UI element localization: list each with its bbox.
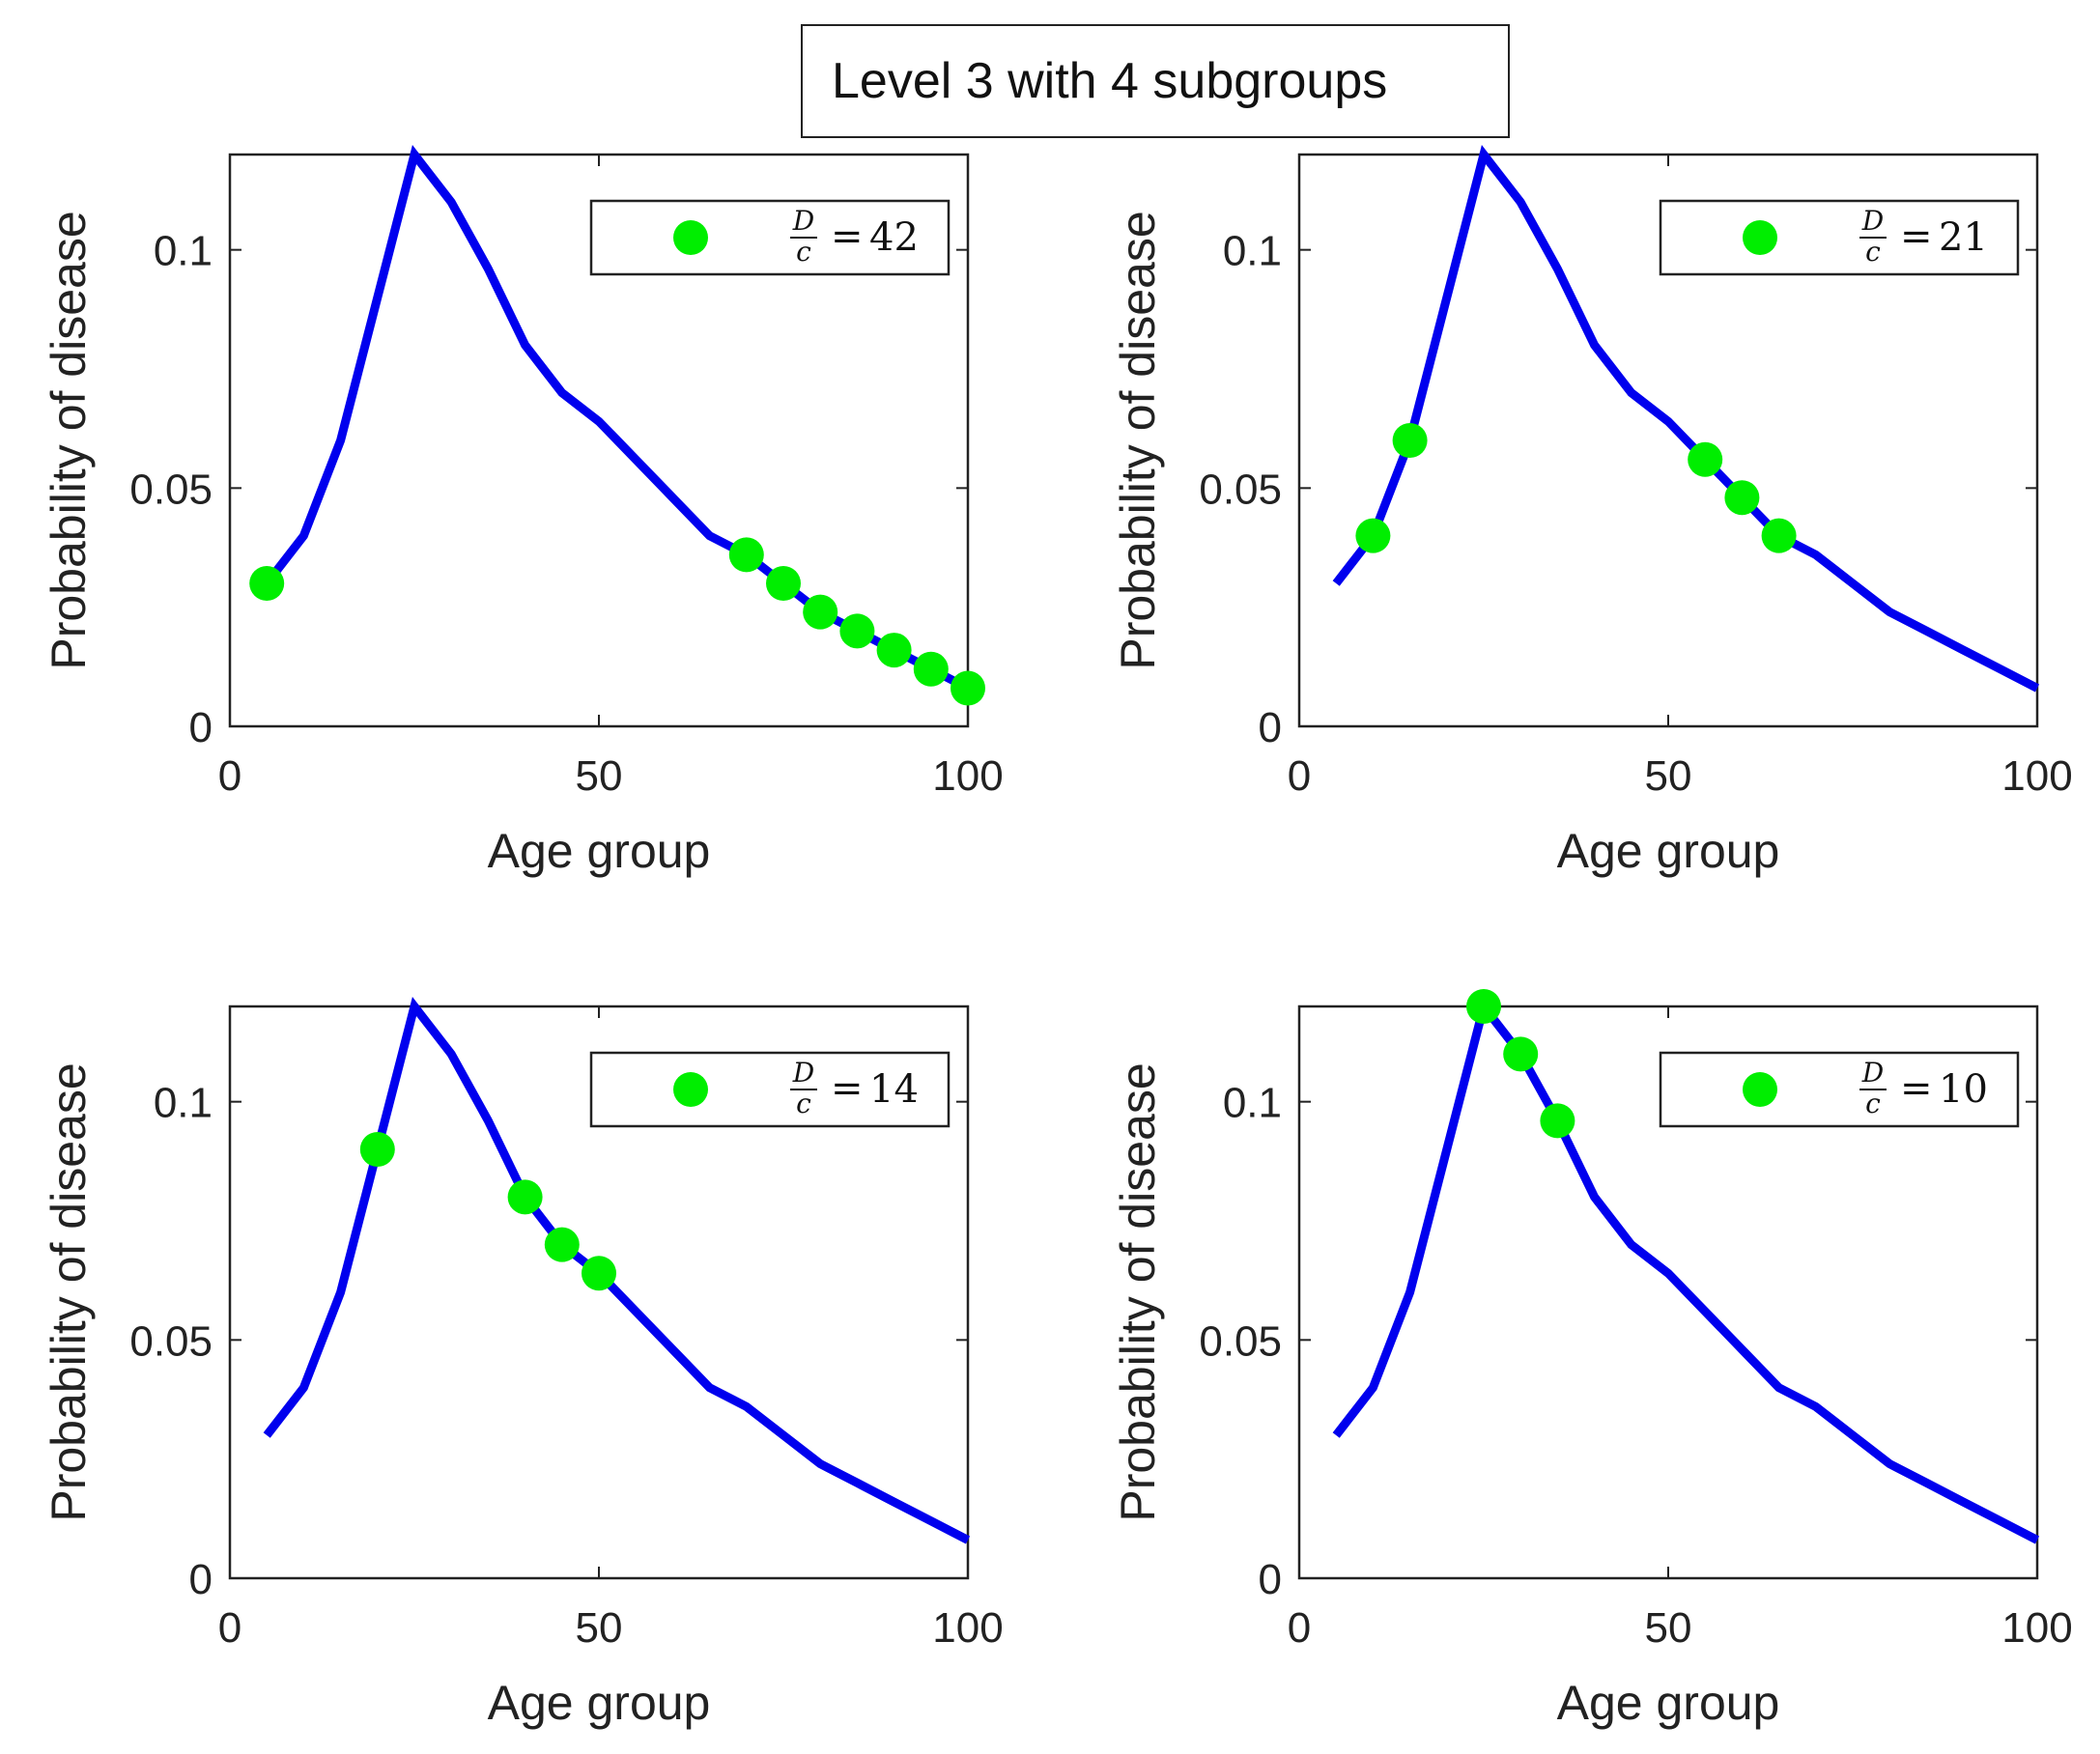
subplot-4: 0 50 100 0 0.05 0.1 Age group Probability of di… [1111,989,2073,1730]
y-axis-label: Probability of disease [42,211,96,669]
legend: Dc = 21 [1659,199,2020,276]
data-point [507,1179,543,1215]
data-point [913,651,949,687]
legend-box [589,199,951,276]
x-tick-label: 50 [576,1604,623,1652]
data-point [1355,518,1391,553]
data-point [876,633,912,668]
x-tick-label: 100 [932,752,1003,800]
legend-fraction-denominator: c [1865,236,1881,268]
legend: Dc = 14 [589,1051,951,1128]
data-point [766,566,801,601]
legend-equals: = [1900,1066,1933,1111]
y-tick-label: 0 [189,1556,213,1603]
data-point [951,670,985,706]
legend-value: 21 [1939,215,1988,260]
legend-box [589,1051,951,1128]
y-tick-label: 0.1 [154,228,213,275]
data-point [1503,1036,1539,1072]
legend-fraction-numerator: D [1861,205,1884,237]
data-point [1466,989,1501,1024]
data-point [544,1227,580,1262]
y-tick-label: 0.1 [154,1080,213,1127]
data-point [728,537,764,573]
data-point [359,1132,395,1167]
legend-value: 14 [869,1067,919,1112]
y-axis-label: Probability of disease [1111,211,1165,669]
probability-curve [263,996,971,1544]
y-tick-label: 0 [1259,704,1282,751]
legend-marker [673,1072,708,1107]
x-tick-label: 100 [932,1604,1003,1652]
subplot-3: 0 50 100 0 0.05 0.1 Age group Probability of di… [42,996,1004,1730]
figure-title: Level 3 with 4 subgroups [801,24,1510,138]
x-axis-label: Age group [1557,1676,1780,1730]
probability-curve [1332,144,2040,693]
subplot-2: 0 50 100 0 0.05 0.1 Age group Probability of di… [1111,144,2073,878]
figure-title-text: Level 3 with 4 subgroups [832,53,1388,109]
x-tick-label: 100 [2001,752,2072,800]
legend: Dc = 10 [1659,1051,2020,1128]
data-point [582,1256,616,1291]
y-tick-label: 0 [189,704,213,751]
y-tick-label: 0.05 [129,1317,213,1365]
data-point [249,566,285,601]
legend-value: 42 [869,215,919,260]
x-tick-label: 0 [1288,752,1311,800]
x-axis-label: Age group [488,824,711,878]
x-tick-label: 50 [576,752,623,800]
data-point [1688,441,1723,477]
y-tick-label: 0 [1259,1556,1282,1603]
y-tick-label: 0.1 [1223,228,1282,275]
legend-fraction-numerator: D [1861,1057,1884,1089]
y-axis-label: Probability of disease [42,1062,96,1521]
legend-fraction-numerator: D [792,205,814,237]
data-point [803,594,838,630]
legend-fraction-numerator: D [792,1057,814,1089]
legend-value: 10 [1939,1067,1988,1112]
y-axis-label: Probability of disease [1111,1062,1165,1521]
legend-equals: = [831,1066,864,1111]
x-axis-label: Age group [1557,824,1780,878]
legend-box [1659,1051,2020,1128]
x-tick-label: 0 [218,752,241,800]
legend-marker [673,220,708,255]
legend: Dc = 42 [589,199,951,276]
x-tick-label: 0 [218,1604,241,1652]
legend-marker [1743,220,1777,255]
data-point [1724,480,1760,516]
probability-curve [1332,996,2040,1544]
x-axis-label: Age group [488,1676,711,1730]
legend-equals: = [831,214,864,259]
data-point [1540,1103,1575,1139]
y-tick-label: 0.05 [129,466,213,513]
legend-box [1659,199,2020,276]
x-tick-label: 100 [2001,1604,2072,1652]
legend-fraction-denominator: c [1865,1088,1881,1119]
legend-fraction-denominator: c [796,1088,811,1119]
x-tick-label: 50 [1645,752,1692,800]
y-tick-label: 0.05 [1199,466,1282,513]
data-point [1392,423,1428,458]
x-tick-label: 0 [1288,1604,1311,1652]
legend-fraction-denominator: c [796,236,811,268]
legend-marker [1743,1072,1777,1107]
data-point [1761,518,1797,553]
y-tick-label: 0.05 [1199,1317,1282,1365]
subplot-1: 0 50 100 0 0.05 0.1 Age group Probability of di… [42,144,1004,878]
legend-equals: = [1900,214,1933,259]
y-tick-label: 0.1 [1223,1080,1282,1127]
data-point [839,613,875,649]
x-tick-label: 50 [1645,1604,1692,1652]
